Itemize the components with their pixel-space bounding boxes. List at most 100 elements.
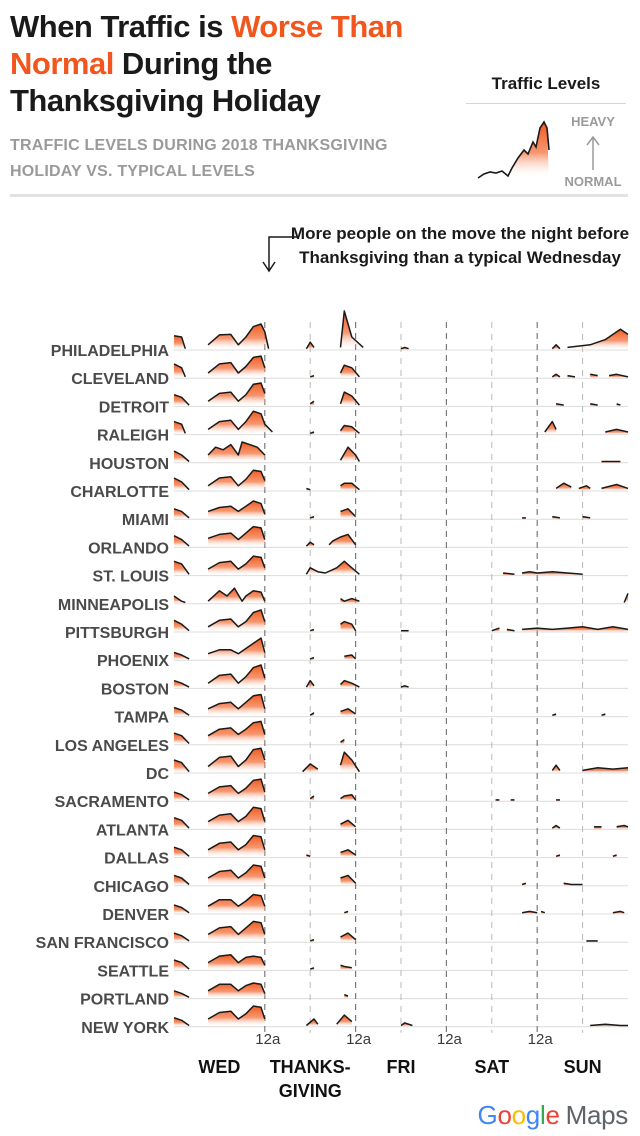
traffic-area [522,571,583,576]
legend-title: Traffic Levels [491,74,601,93]
traffic-line [309,515,315,519]
city-label: HOUSTON [89,456,169,473]
traffic-line [540,910,546,914]
traffic-area [208,921,265,943]
city-label: TAMPA [114,710,169,727]
traffic-area [552,765,560,773]
traffic-line [173,393,190,406]
traffic-line [340,708,357,715]
traffic-line [521,882,527,886]
traffic-area [208,442,265,463]
traffic-area [401,347,409,350]
traffic-line [173,706,190,716]
traffic-line [309,400,315,405]
traffic-area [208,588,265,604]
traffic-area [208,356,265,379]
series-houston [173,441,621,463]
traffic-line [207,410,273,433]
traffic-area [174,875,190,886]
traffic-line [328,533,357,546]
traffic-line [340,964,352,969]
traffic-line [339,446,361,462]
traffic-line [340,482,360,491]
legend-divider [466,103,626,104]
traffic-line [173,560,190,575]
traffic-line [601,713,606,717]
page-subtitle: TRAFFIC LEVELS DURING 2018 THANKSGIVING … [10,137,388,180]
traffic-line [173,932,190,942]
traffic-line [590,403,598,406]
city-label: SAN FRANCISCO [36,935,169,952]
series-st-louis [173,555,583,576]
x-tick-label: 12a [528,1031,554,1048]
traffic-line [309,374,315,378]
day-label: WED [198,1057,240,1077]
traffic-line [207,1005,266,1020]
traffic-area [306,342,314,350]
traffic-line [173,791,190,801]
traffic-line [309,712,315,716]
series-new-york [173,1005,628,1027]
day-label: FRI [387,1057,416,1077]
traffic-line [309,628,315,632]
traffic-area [522,626,628,632]
traffic-line [339,679,360,688]
traffic-line [306,854,311,858]
x-tick-label: 12a [255,1031,281,1048]
traffic-area [208,894,265,914]
logo-letter: l [539,1100,546,1130]
traffic-line [173,679,190,688]
city-label: PHOENIX [97,653,169,670]
city-label: RALEIGH [97,428,169,445]
traffic-line [612,854,617,858]
traffic-line [608,373,629,378]
traffic-line [336,1014,353,1025]
traffic-line [173,874,190,886]
traffic-area [208,665,265,689]
traffic-area [329,534,356,548]
traffic-line [616,403,621,406]
traffic-line [567,328,629,349]
traffic-area [174,904,190,914]
legend-normal-label: NORMAL [564,174,622,189]
header-divider [10,194,628,197]
traffic-line [207,693,266,710]
traffic-line [521,910,538,914]
traffic-line [339,391,360,406]
traffic-area [340,752,360,773]
traffic-area [208,835,265,858]
title-part-1: When Traffic is [10,9,232,44]
traffic-line [207,323,270,349]
legend-sample-area [478,122,549,178]
traffic-line [582,515,591,519]
traffic-area [340,680,360,689]
traffic-area [208,324,269,350]
traffic-line [207,720,266,737]
traffic-line [305,1018,319,1027]
city-label: SACRAMENTO [55,794,169,811]
traffic-line [552,713,557,717]
traffic-area [208,983,265,999]
traffic-line [207,920,266,936]
logo-letter: e [545,1100,560,1130]
logo-letter: g [525,1100,540,1130]
traffic-line [173,732,190,745]
series-portland [173,982,349,999]
series-minneapolis [173,587,629,604]
series-sacramento [173,778,560,802]
x-tick-label: 12a [437,1031,463,1048]
series-orlando [173,525,357,548]
traffic-line [173,846,190,857]
traffic-line [578,485,591,490]
traffic-area [208,748,265,773]
traffic-area [174,561,190,576]
traffic-area [174,707,190,717]
logo-maps-text: Maps [565,1100,629,1130]
traffic-area [174,960,190,971]
chart-annotation: More people on the move the night before… [290,224,630,267]
traffic-area [208,501,265,520]
traffic-line [551,373,561,378]
series-philadelphia [173,310,629,350]
traffic-line [207,806,266,823]
